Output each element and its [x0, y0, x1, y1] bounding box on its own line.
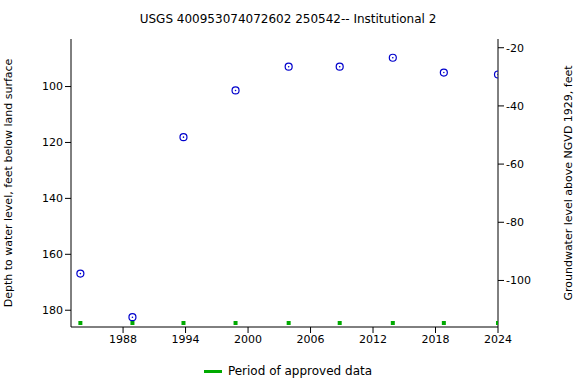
- svg-text:Depth to water level, feet bel: Depth to water level, feet below land su…: [8, 58, 15, 307]
- svg-text:2006: 2006: [297, 333, 325, 346]
- svg-text:120: 120: [42, 136, 63, 149]
- svg-text:160: 160: [42, 248, 63, 261]
- svg-text:2000: 2000: [234, 333, 262, 346]
- svg-text:-40: -40: [506, 100, 524, 113]
- svg-text:Groundwater level above NGVD 1: Groundwater level above NGVD 1929, feet: [562, 65, 568, 301]
- svg-text:2024: 2024: [484, 333, 512, 346]
- svg-text:2012: 2012: [359, 333, 387, 346]
- html-text:Period of approved data: Period of approved data: [227, 364, 373, 378]
- svg-text:140: 140: [42, 192, 63, 205]
- svg-text:2018: 2018: [422, 333, 450, 346]
- svg-text:180: 180: [42, 304, 63, 317]
- svg-text:1994: 1994: [172, 333, 200, 346]
- svg-text:-60: -60: [506, 158, 524, 171]
- html-text:USGS 400953074072602 250542--: USGS 400953074072602 250542-- Institutio…: [139, 12, 437, 26]
- svg-text:-100: -100: [506, 274, 531, 287]
- svg-text:100: 100: [42, 80, 63, 93]
- svg-text:-20: -20: [506, 42, 524, 55]
- svg-text:-80: -80: [506, 216, 524, 229]
- svg-text:1988: 1988: [109, 333, 137, 346]
